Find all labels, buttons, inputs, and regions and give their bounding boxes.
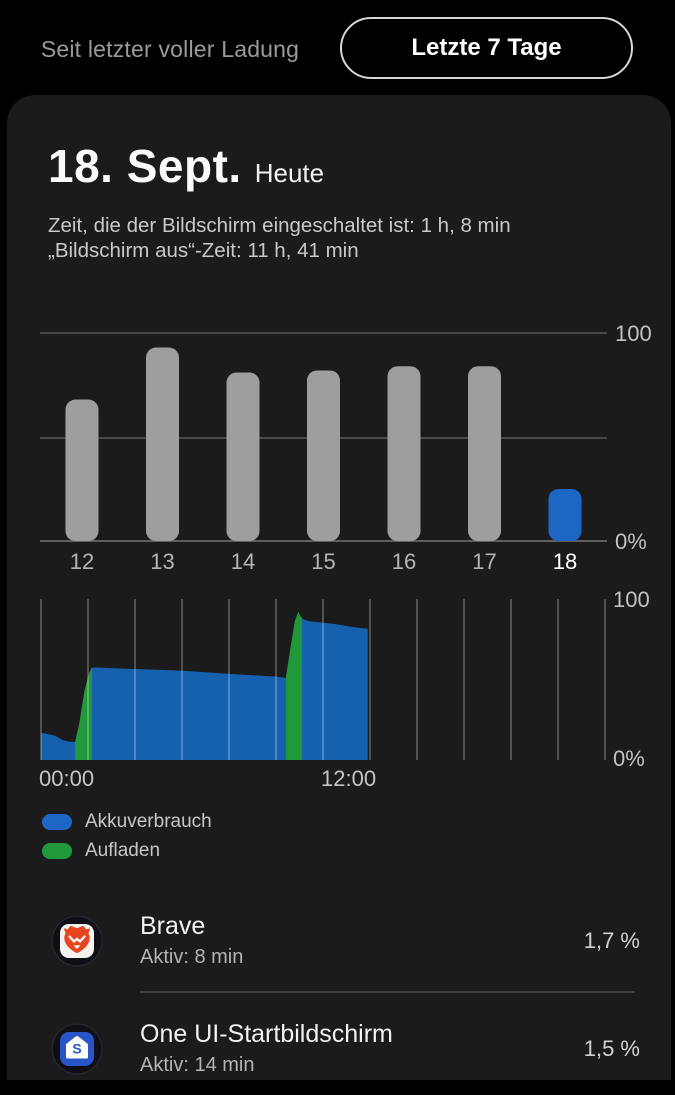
- app-battery-percent: 1,5 %: [583, 1036, 640, 1061]
- day-label-16: 16: [392, 549, 416, 574]
- time-label-1200: 12:00: [321, 766, 376, 791]
- day-label-12: 12: [70, 549, 94, 574]
- bar-day-16[interactable]: [387, 366, 421, 541]
- screen-time-summary: Zeit, die der Bildschirm eingeschaltet i…: [48, 213, 511, 263]
- bar-chart-ymin-label: 0%: [615, 529, 647, 554]
- charging-swatch: [42, 843, 72, 859]
- bar-chart-ymax-label: 100: [615, 321, 652, 346]
- svg-text:S: S: [72, 1041, 81, 1057]
- legend-item-charging: Aufladen: [42, 840, 212, 862]
- app-row-one-ui-home[interactable]: S One UI-Startbildschirm Aktiv: 14 min 1…: [7, 1003, 671, 1095]
- app-name: Brave: [140, 912, 206, 940]
- charging-label: Aufladen: [85, 840, 161, 861]
- bar-day-13[interactable]: [146, 347, 179, 541]
- charging-segment-2: [285, 611, 302, 761]
- app-active-time: Aktiv: 8 min: [140, 946, 244, 968]
- weekly-usage-bar-chart[interactable]: 100 0% 12 13 14 15 16 17 18: [7, 307, 671, 583]
- day-label-17: 17: [472, 549, 496, 574]
- legend-item-battery-usage: Akkuverbrauch: [42, 811, 212, 833]
- one-ui-home-app-icon: S: [51, 1023, 103, 1075]
- timeline-ymin-label: 0%: [613, 746, 645, 771]
- day-label-14: 14: [231, 549, 255, 574]
- app-battery-percent: 1,7 %: [583, 928, 640, 953]
- brave-app-icon: [51, 915, 103, 967]
- date-qualifier-label: Heute: [254, 158, 325, 188]
- day-label-13: 13: [150, 549, 174, 574]
- app-texts: One UI-Startbildschirm Aktiv: 14 min: [140, 1019, 584, 1079]
- app-row-brave[interactable]: Brave Aktiv: 8 min 1,7 %: [7, 895, 671, 987]
- app-name: One UI-Startbildschirm: [140, 1020, 393, 1048]
- app-active-time: Aktiv: 14 min: [140, 1054, 255, 1076]
- battery-usage-label: Akkuverbrauch: [85, 811, 212, 832]
- tab-since-last-full-charge[interactable]: Seit letzter voller Ladung: [40, 36, 300, 62]
- date-label: 18. Sept.: [48, 140, 242, 192]
- bar-day-18[interactable]: [548, 489, 582, 541]
- app-texts: Brave Aktiv: 8 min: [140, 911, 584, 971]
- screen-on-time-text: Zeit, die der Bildschirm eingeschaltet i…: [48, 214, 511, 237]
- tab-last-7-days[interactable]: Letzte 7 Tage: [340, 17, 633, 79]
- time-label-0000: 00:00: [39, 766, 94, 791]
- screen-off-time-text: „Bildschirm aus“-Zeit: 11 h, 41 min: [48, 239, 359, 262]
- bar-day-14[interactable]: [226, 372, 260, 541]
- list-divider: [140, 991, 635, 993]
- bar-day-12[interactable]: [65, 399, 99, 541]
- chart-legend: Akkuverbrauch Aufladen: [42, 811, 212, 862]
- bar-day-17[interactable]: [468, 366, 501, 541]
- battery-usage-swatch: [42, 814, 72, 830]
- timeline-ymax-label: 100: [613, 588, 650, 612]
- battery-level-timeline-chart: 100 0% 00:00 12:00: [39, 588, 650, 791]
- date-heading: 18. Sept. Heute: [48, 139, 324, 193]
- period-tab-bar: Seit letzter voller Ladung Letzte 7 Tage: [0, 0, 675, 95]
- bar-day-15[interactable]: [307, 370, 340, 541]
- day-label-18: 18: [553, 549, 577, 574]
- battery-detail-card: 18. Sept. Heute Zeit, die der Bildschirm…: [7, 95, 671, 1080]
- day-label-15: 15: [311, 549, 335, 574]
